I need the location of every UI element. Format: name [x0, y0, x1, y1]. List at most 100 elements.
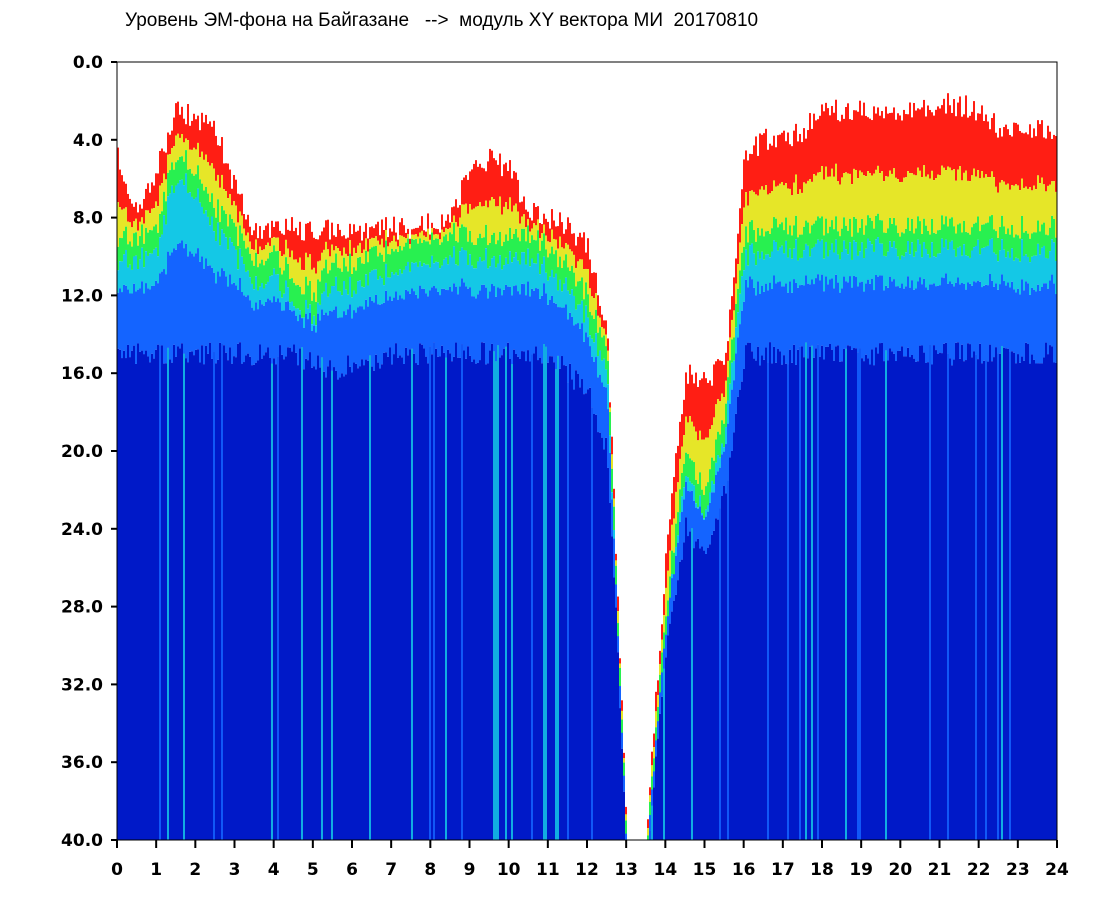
- plot-area: [117, 93, 1057, 840]
- spectrogram-cell: [903, 288, 905, 357]
- spectrogram-cell: [979, 281, 981, 344]
- spectrogram-cell: [411, 239, 413, 263]
- spectrogram-cell: [203, 364, 205, 840]
- spectrogram-cell: [937, 253, 939, 286]
- spectrogram-cell: [757, 195, 759, 229]
- spectrogram-cell: [331, 244, 333, 263]
- spectrogram-cell: [711, 385, 713, 426]
- spectrogram-cell: [191, 351, 193, 840]
- spectrogram-cell: [555, 226, 557, 240]
- spectrogram-cell: [937, 353, 939, 840]
- spectrogram-cell: [459, 217, 461, 228]
- spectrogram-cell: [599, 305, 601, 318]
- spectrogram-cell: [805, 138, 807, 184]
- spectrogram-cell: [303, 240, 305, 271]
- spectrogram-cell: [723, 485, 725, 840]
- spectrogram-cell: [435, 238, 437, 262]
- spectrogram-cell: [681, 446, 683, 474]
- spectrogram-cell: [793, 225, 795, 249]
- spectrogram-cell: [347, 355, 349, 840]
- spectrogram-cell: [889, 348, 891, 840]
- spectrogram-column: [755, 136, 757, 840]
- spectrogram-cell: [731, 296, 733, 320]
- spectrogram-cell: [935, 233, 937, 258]
- spectrogram-cell: [945, 216, 947, 240]
- spectrogram-column: [929, 109, 931, 840]
- spectrogram-cell: [587, 294, 589, 318]
- spectrogram-cell: [533, 263, 535, 291]
- spectrogram-cell: [1033, 185, 1035, 233]
- spectrogram-column: [787, 132, 789, 840]
- spectrogram-cell: [461, 180, 463, 205]
- spectrogram-cell: [469, 204, 471, 231]
- spectrogram-cell: [897, 286, 899, 352]
- spectrogram-cell: [747, 265, 749, 288]
- spectrogram-cell: [259, 246, 261, 264]
- spectrogram-cell: [1001, 239, 1003, 275]
- spectrogram-cell: [209, 165, 211, 202]
- spectrogram-cell: [685, 517, 687, 840]
- spectrogram-cell: [735, 283, 737, 304]
- spectrogram-cell: [315, 273, 317, 302]
- spectrogram-cell: [863, 234, 865, 259]
- spectrogram-cell: [527, 248, 529, 282]
- spectrogram-cell: [431, 222, 433, 229]
- spectrogram-cell: [301, 240, 303, 270]
- spectrogram-cell: [773, 180, 775, 218]
- spectrogram-cell: [439, 244, 441, 269]
- spectrogram-cell: [761, 355, 763, 840]
- spectrogram-cell: [367, 262, 369, 286]
- spectrogram-cell: [425, 231, 427, 237]
- spectrogram-cell: [441, 229, 443, 243]
- spectrogram-cell: [885, 106, 887, 177]
- spectrogram-cell: [705, 378, 707, 438]
- spectrogram-cell: [611, 454, 613, 469]
- spectrogram-cell: [595, 309, 597, 334]
- spectrogram-cell: [377, 221, 379, 241]
- spectrogram-column: [123, 181, 125, 840]
- spectrogram-cell: [689, 491, 691, 532]
- spectrogram-cell: [977, 239, 979, 281]
- spectrogram-cell: [709, 469, 711, 493]
- spectrogram-cell: [147, 210, 149, 233]
- spectrogram-cell: [143, 354, 145, 840]
- spectrogram-cell: [1015, 363, 1017, 840]
- spectrogram-cell: [131, 203, 133, 228]
- spectrogram-cell: [749, 245, 751, 277]
- spectrogram-cell: [763, 291, 765, 360]
- spectrogram-cell: [1035, 136, 1037, 190]
- spectrogram-cell: [1039, 363, 1041, 840]
- spectrogram-cell: [237, 222, 239, 246]
- spectrogram-cell: [857, 178, 859, 233]
- spectrogram-cell: [1019, 190, 1021, 239]
- spectrogram-cell: [917, 239, 919, 282]
- spectrogram-streak: [557, 355, 559, 840]
- spectrogram-cell: [127, 267, 129, 290]
- spectrogram-cell: [547, 241, 549, 258]
- spectrogram-cell: [181, 240, 183, 344]
- spectrogram-cell: [495, 160, 497, 207]
- spectrogram-cell: [159, 150, 161, 186]
- spectrogram-cell: [697, 440, 699, 484]
- spectrogram-cell: [903, 356, 905, 840]
- spectrogram-cell: [161, 345, 163, 840]
- spectrogram-column: [681, 414, 683, 840]
- spectrogram-column: [129, 198, 131, 840]
- spectrogram-cell: [347, 294, 349, 310]
- spectrogram-cell: [521, 201, 523, 217]
- spectrogram-cell: [429, 234, 431, 240]
- spectrogram-cell: [371, 270, 373, 301]
- spectrogram-cell: [591, 273, 593, 297]
- spectrogram-cell: [561, 291, 563, 308]
- spectrogram-cell: [941, 105, 943, 166]
- spectrogram-column: [677, 445, 679, 840]
- spectrogram-cell: [463, 226, 465, 251]
- spectrogram-cell: [583, 341, 585, 395]
- spectrogram-cell: [815, 220, 817, 244]
- spectrogram-column: [821, 104, 823, 840]
- spectrogram-cell: [393, 354, 395, 840]
- spectrogram-column: [815, 120, 817, 840]
- spectrogram-cell: [671, 493, 673, 525]
- spectrogram-column: [615, 553, 617, 840]
- spectrogram-column: [145, 188, 147, 840]
